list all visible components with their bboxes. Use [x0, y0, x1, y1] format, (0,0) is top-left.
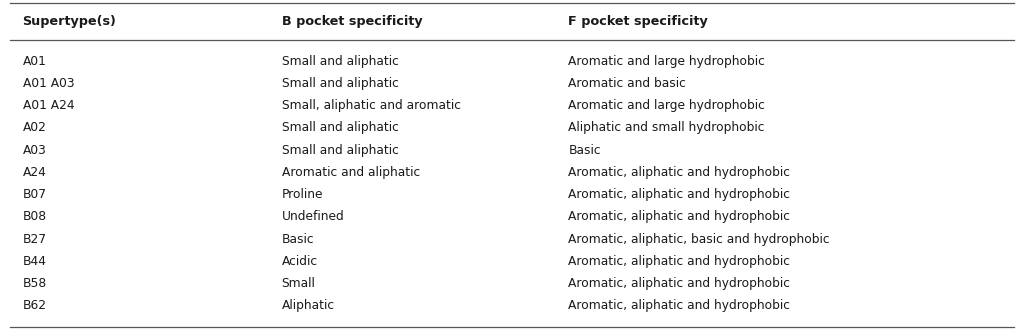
Text: A01 A03: A01 A03 [23, 77, 74, 90]
Text: Aromatic, aliphatic and hydrophobic: Aromatic, aliphatic and hydrophobic [568, 299, 791, 312]
Text: Small and aliphatic: Small and aliphatic [282, 144, 398, 157]
Text: B08: B08 [23, 210, 47, 223]
Text: Aromatic, aliphatic, basic and hydrophobic: Aromatic, aliphatic, basic and hydrophob… [568, 232, 829, 246]
Text: F pocket specificity: F pocket specificity [568, 15, 708, 28]
Text: B58: B58 [23, 277, 47, 290]
Text: Acidic: Acidic [282, 255, 317, 268]
Text: A01: A01 [23, 55, 46, 68]
Text: B44: B44 [23, 255, 46, 268]
Text: A02: A02 [23, 121, 46, 134]
Text: Basic: Basic [568, 144, 601, 157]
Text: Aromatic and basic: Aromatic and basic [568, 77, 686, 90]
Text: Aromatic, aliphatic and hydrophobic: Aromatic, aliphatic and hydrophobic [568, 210, 791, 223]
Text: Aliphatic and small hydrophobic: Aliphatic and small hydrophobic [568, 121, 765, 134]
Text: Small and aliphatic: Small and aliphatic [282, 77, 398, 90]
Text: Small, aliphatic and aromatic: Small, aliphatic and aromatic [282, 99, 461, 112]
Text: Small and aliphatic: Small and aliphatic [282, 55, 398, 68]
Text: Aromatic, aliphatic and hydrophobic: Aromatic, aliphatic and hydrophobic [568, 166, 791, 179]
Text: Aliphatic: Aliphatic [282, 299, 335, 312]
Text: Aromatic and large hydrophobic: Aromatic and large hydrophobic [568, 99, 765, 112]
Text: B07: B07 [23, 188, 46, 201]
Text: Undefined: Undefined [282, 210, 344, 223]
Text: Small: Small [282, 277, 315, 290]
Text: Aromatic, aliphatic and hydrophobic: Aromatic, aliphatic and hydrophobic [568, 277, 791, 290]
Text: B62: B62 [23, 299, 46, 312]
Text: Basic: Basic [282, 232, 314, 246]
Text: Proline: Proline [282, 188, 324, 201]
Text: Aromatic, aliphatic and hydrophobic: Aromatic, aliphatic and hydrophobic [568, 188, 791, 201]
Text: Aromatic and aliphatic: Aromatic and aliphatic [282, 166, 420, 179]
Text: A03: A03 [23, 144, 46, 157]
Text: B pocket specificity: B pocket specificity [282, 15, 422, 28]
Text: A24: A24 [23, 166, 46, 179]
Text: Small and aliphatic: Small and aliphatic [282, 121, 398, 134]
Text: B27: B27 [23, 232, 46, 246]
Text: Supertype(s): Supertype(s) [23, 15, 117, 28]
Text: A01 A24: A01 A24 [23, 99, 74, 112]
Text: Aromatic and large hydrophobic: Aromatic and large hydrophobic [568, 55, 765, 68]
Text: Aromatic, aliphatic and hydrophobic: Aromatic, aliphatic and hydrophobic [568, 255, 791, 268]
